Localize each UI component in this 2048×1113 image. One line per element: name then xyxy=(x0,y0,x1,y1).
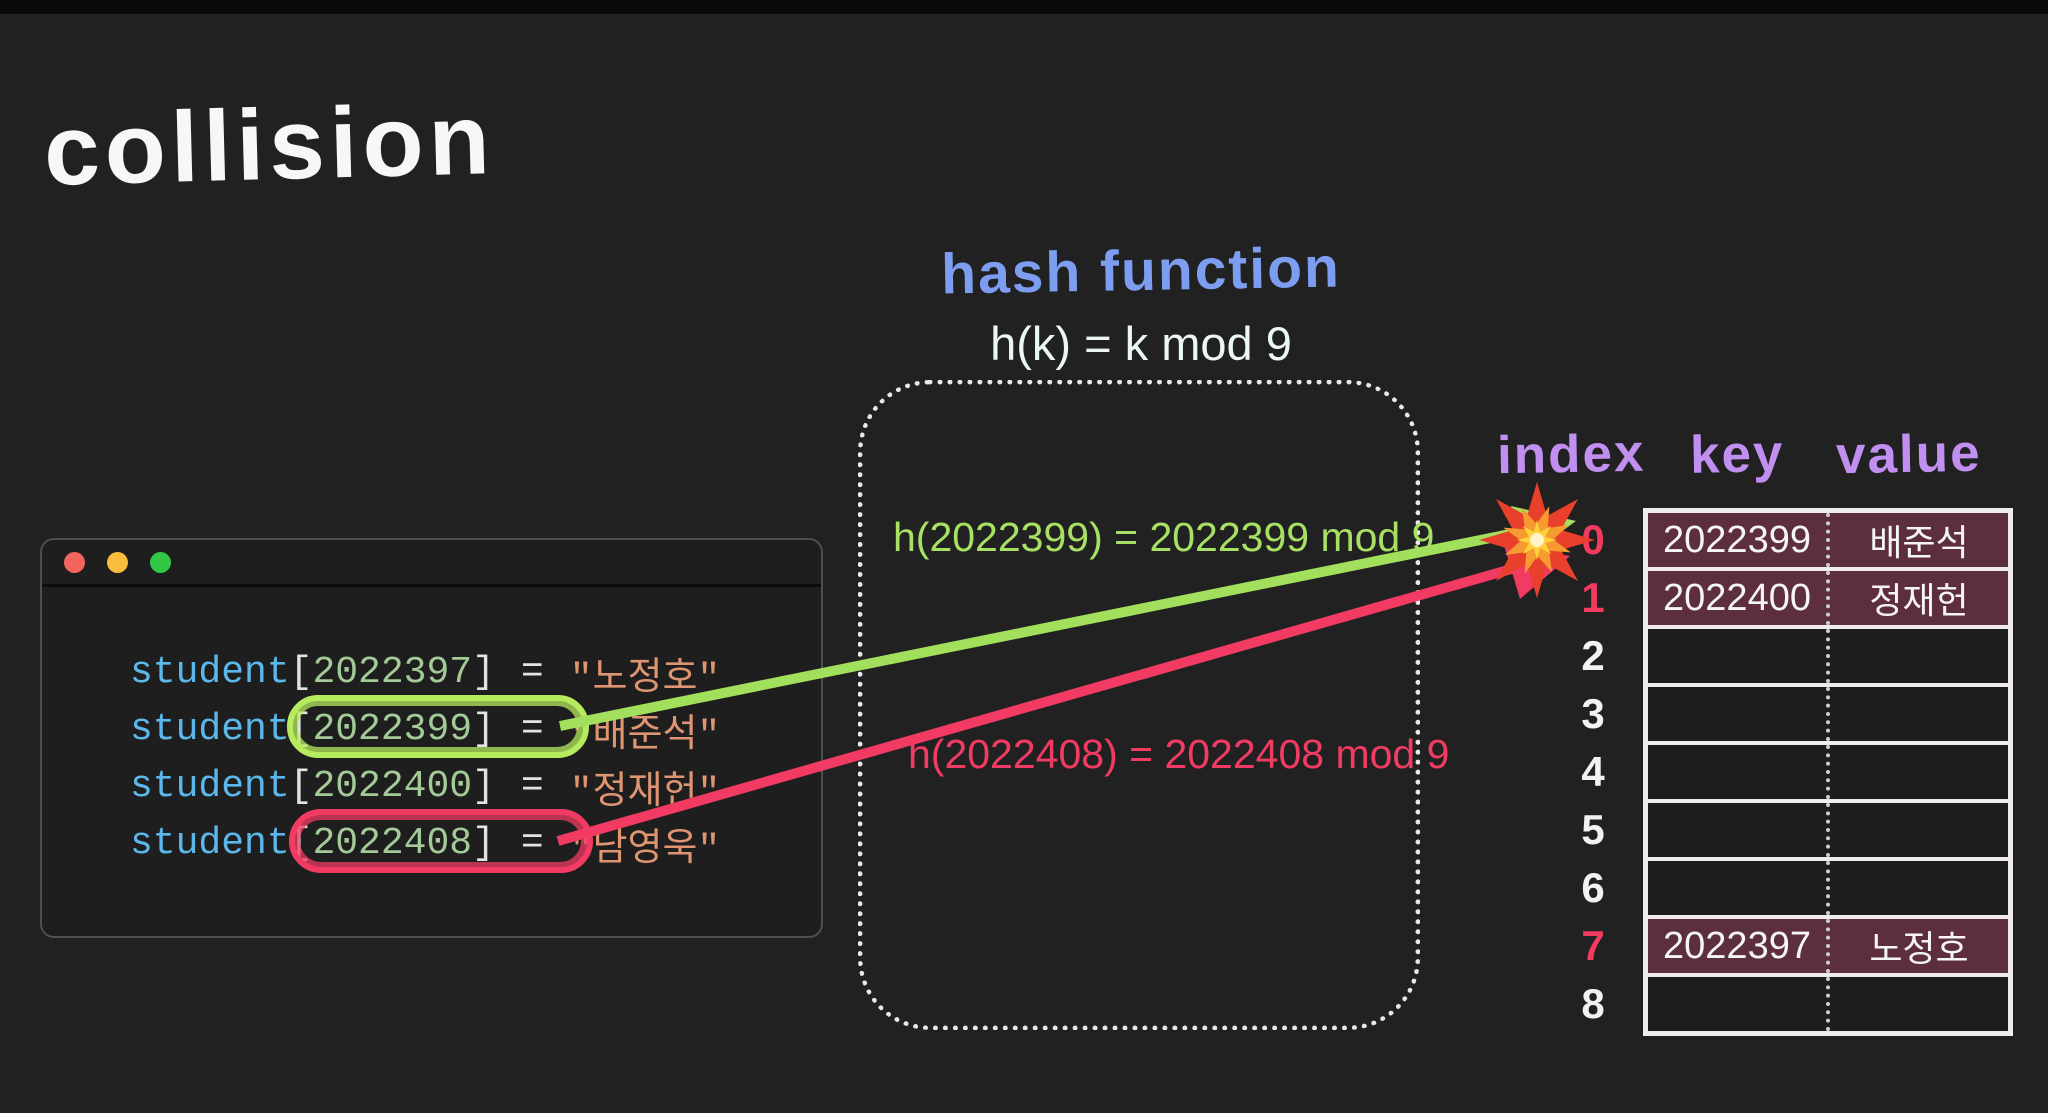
code-bracket: ] xyxy=(472,708,495,751)
bucket-index: 1 xyxy=(1581,574,1605,621)
table-cell-key: 2022397 xyxy=(1663,924,1811,967)
table-row xyxy=(1648,629,2008,687)
hash-calc-green: h(2022399) = 2022399 mod 9 xyxy=(893,514,1435,560)
code-bracket: ] xyxy=(472,822,495,865)
code-variable: student xyxy=(130,651,290,694)
table-cell-key xyxy=(1648,803,1826,857)
table-cell-key xyxy=(1648,687,1826,741)
code-bracket: ] xyxy=(472,765,495,808)
table-cell-key: 2022399 xyxy=(1663,518,1811,561)
bucket-index: 6 xyxy=(1581,864,1605,911)
table-cell-value: 정재헌 xyxy=(1826,571,2008,625)
code-equals: = xyxy=(520,651,544,694)
column-header-value: value xyxy=(1835,423,1983,486)
code-equals: = xyxy=(520,708,544,751)
code-bracket: [ xyxy=(289,822,313,865)
table-cell-key xyxy=(1648,861,1826,915)
table-row: 2022400 정재헌 xyxy=(1648,571,2008,629)
bucket-index: 5 xyxy=(1581,806,1605,853)
code-string: "정재헌" xyxy=(569,771,721,815)
minimize-button-icon[interactable] xyxy=(107,551,128,573)
bucket-index: 3 xyxy=(1581,690,1605,737)
code-variable: student xyxy=(130,765,290,808)
hash-calc-pink: h(2022408) = 2022408 mod 9 xyxy=(908,731,1450,777)
code-variable: student xyxy=(130,822,290,865)
bucket-index: 4 xyxy=(1581,748,1605,795)
code-key: 2022397 xyxy=(312,651,473,694)
code-string: "남영욱" xyxy=(569,828,721,872)
top-letterbox xyxy=(0,0,2048,14)
window-titlebar xyxy=(42,540,821,587)
table-cell-value: 배준석 xyxy=(1826,513,2008,567)
column-header-index: index xyxy=(1496,423,1646,486)
table-cell-value xyxy=(1826,629,2008,683)
code-bracket: [ xyxy=(289,765,313,808)
table-cell-value: 노정호 xyxy=(1826,919,2008,973)
table-cell-value xyxy=(1826,977,2008,1031)
code-line: student[2022399] = "배준석" xyxy=(130,701,720,758)
column-header-key: key xyxy=(1689,424,1785,485)
code-key: 2022400 xyxy=(312,765,473,808)
bucket-index: 2 xyxy=(1581,632,1605,679)
table-row: 2022399 배준석 xyxy=(1648,513,2008,571)
hash-function-formula: h(k) = k mod 9 xyxy=(990,317,1292,370)
table-row xyxy=(1648,977,2008,1031)
bucket-index: 8 xyxy=(1581,980,1605,1027)
zoom-button-icon[interactable] xyxy=(150,551,171,573)
table-row xyxy=(1648,687,2008,745)
code-string: "배준석" xyxy=(569,714,721,758)
table-cell-key xyxy=(1648,977,1826,1031)
code-string: "노정호" xyxy=(569,657,721,701)
code-equals: = xyxy=(520,822,544,865)
table-row: 2022397 노정호 xyxy=(1648,919,2008,977)
code-line: student[2022408] = "남영욱" xyxy=(130,815,720,872)
table-cell-value xyxy=(1826,687,2008,741)
code-key-highlighted-pink: 2022408 xyxy=(312,822,473,865)
table-cell-key: 2022400 xyxy=(1663,576,1811,619)
code-editor-window: student[2022397] = "노정호" student[2022399] =… xyxy=(40,538,823,938)
code-bracket: ] xyxy=(472,651,495,694)
table-row xyxy=(1648,803,2008,861)
code-bracket: [ xyxy=(289,651,313,694)
bucket-index: 7 xyxy=(1581,922,1605,969)
code-equals: = xyxy=(520,765,544,808)
table-cell-key xyxy=(1648,745,1826,799)
table-row xyxy=(1648,745,2008,803)
table-cell-value xyxy=(1826,745,2008,799)
code-key-highlighted-green: 2022399 xyxy=(312,708,473,751)
hash-function-box xyxy=(858,380,1420,1030)
hash-function-label: hash function xyxy=(940,235,1342,307)
close-button-icon[interactable] xyxy=(64,551,85,573)
table-cell-key xyxy=(1648,629,1826,683)
code-bracket: [ xyxy=(289,708,313,751)
bucket-index-column: 0 1 2 3 4 5 6 7 8 xyxy=(1560,513,1626,1035)
code-variable: student xyxy=(130,708,290,751)
hash-table: 2022399 배준석 2022400 정재헌 2022397 xyxy=(1643,508,2013,1036)
table-row xyxy=(1648,861,2008,919)
code-line: student[2022397] = "노정호" xyxy=(130,644,720,701)
page-title: collision xyxy=(42,83,497,207)
code-body: student[2022397] = "노정호" student[2022399] =… xyxy=(130,644,720,872)
code-line: student[2022400] = "정재헌" xyxy=(130,758,720,815)
table-cell-value xyxy=(1826,861,2008,915)
bucket-index: 0 xyxy=(1581,516,1605,563)
table-cell-value xyxy=(1826,803,2008,857)
